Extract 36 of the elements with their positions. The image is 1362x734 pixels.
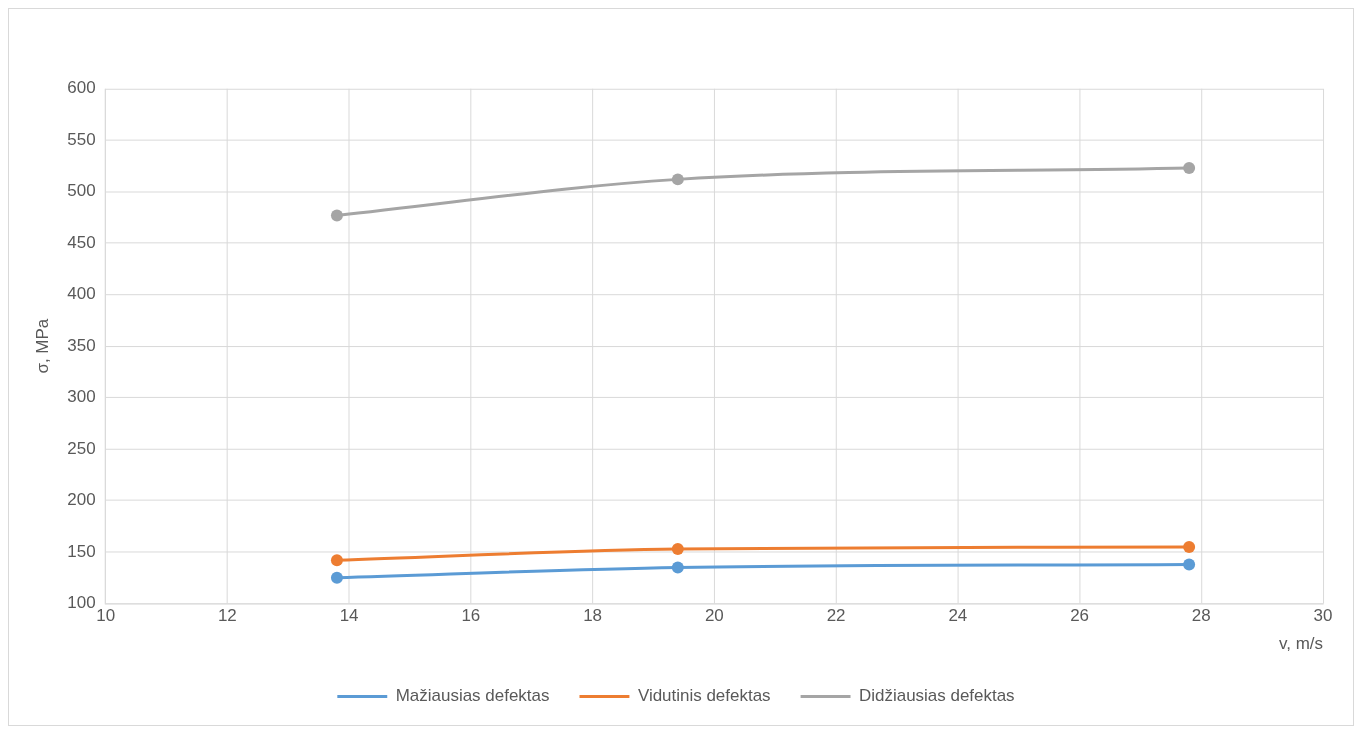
x-tick-label: 20 bbox=[704, 606, 724, 626]
point bbox=[671, 542, 684, 555]
y-tick-label: 450 bbox=[67, 232, 96, 252]
y-tick-label: 400 bbox=[67, 284, 96, 304]
legend-label: Vidutinis defektas bbox=[637, 686, 771, 706]
x-tick-label: 12 bbox=[217, 606, 237, 626]
point bbox=[330, 571, 343, 584]
y-tick-label: 100 bbox=[67, 593, 96, 613]
x-tick-label: 16 bbox=[461, 606, 481, 626]
y-tick-label: 250 bbox=[67, 438, 96, 458]
y-tick-label: 200 bbox=[67, 490, 96, 510]
legend-label: Mažiausias defektas bbox=[395, 686, 550, 706]
y-tick-label: 500 bbox=[67, 181, 96, 201]
point bbox=[671, 173, 684, 186]
y-tick-label: 300 bbox=[67, 387, 96, 407]
point bbox=[1183, 558, 1196, 571]
x-tick-label: 24 bbox=[948, 606, 968, 626]
y-tick-label: 550 bbox=[67, 129, 96, 149]
x-tick-label: 22 bbox=[826, 606, 846, 626]
y-tick-label: 150 bbox=[67, 541, 96, 561]
point bbox=[330, 209, 343, 222]
point bbox=[1183, 540, 1196, 553]
x-axis-title: v, m/s bbox=[1279, 633, 1324, 653]
x-tick-label: 28 bbox=[1191, 606, 1211, 626]
point bbox=[671, 561, 684, 574]
x-tick-label: 26 bbox=[1070, 606, 1089, 626]
point bbox=[330, 554, 343, 567]
x-tick-label: 14 bbox=[339, 606, 359, 626]
x-tick-label: 30 bbox=[1313, 606, 1333, 626]
y-tick-label: 350 bbox=[67, 335, 96, 355]
x-tick-label: 10 bbox=[96, 606, 116, 626]
legend-label: Didžiausias defektas bbox=[859, 686, 1015, 706]
point bbox=[1183, 162, 1196, 175]
y-tick-label: 600 bbox=[67, 78, 96, 98]
y-axis-title: σ, MPa bbox=[32, 318, 52, 374]
x-tick-label: 18 bbox=[583, 606, 603, 626]
